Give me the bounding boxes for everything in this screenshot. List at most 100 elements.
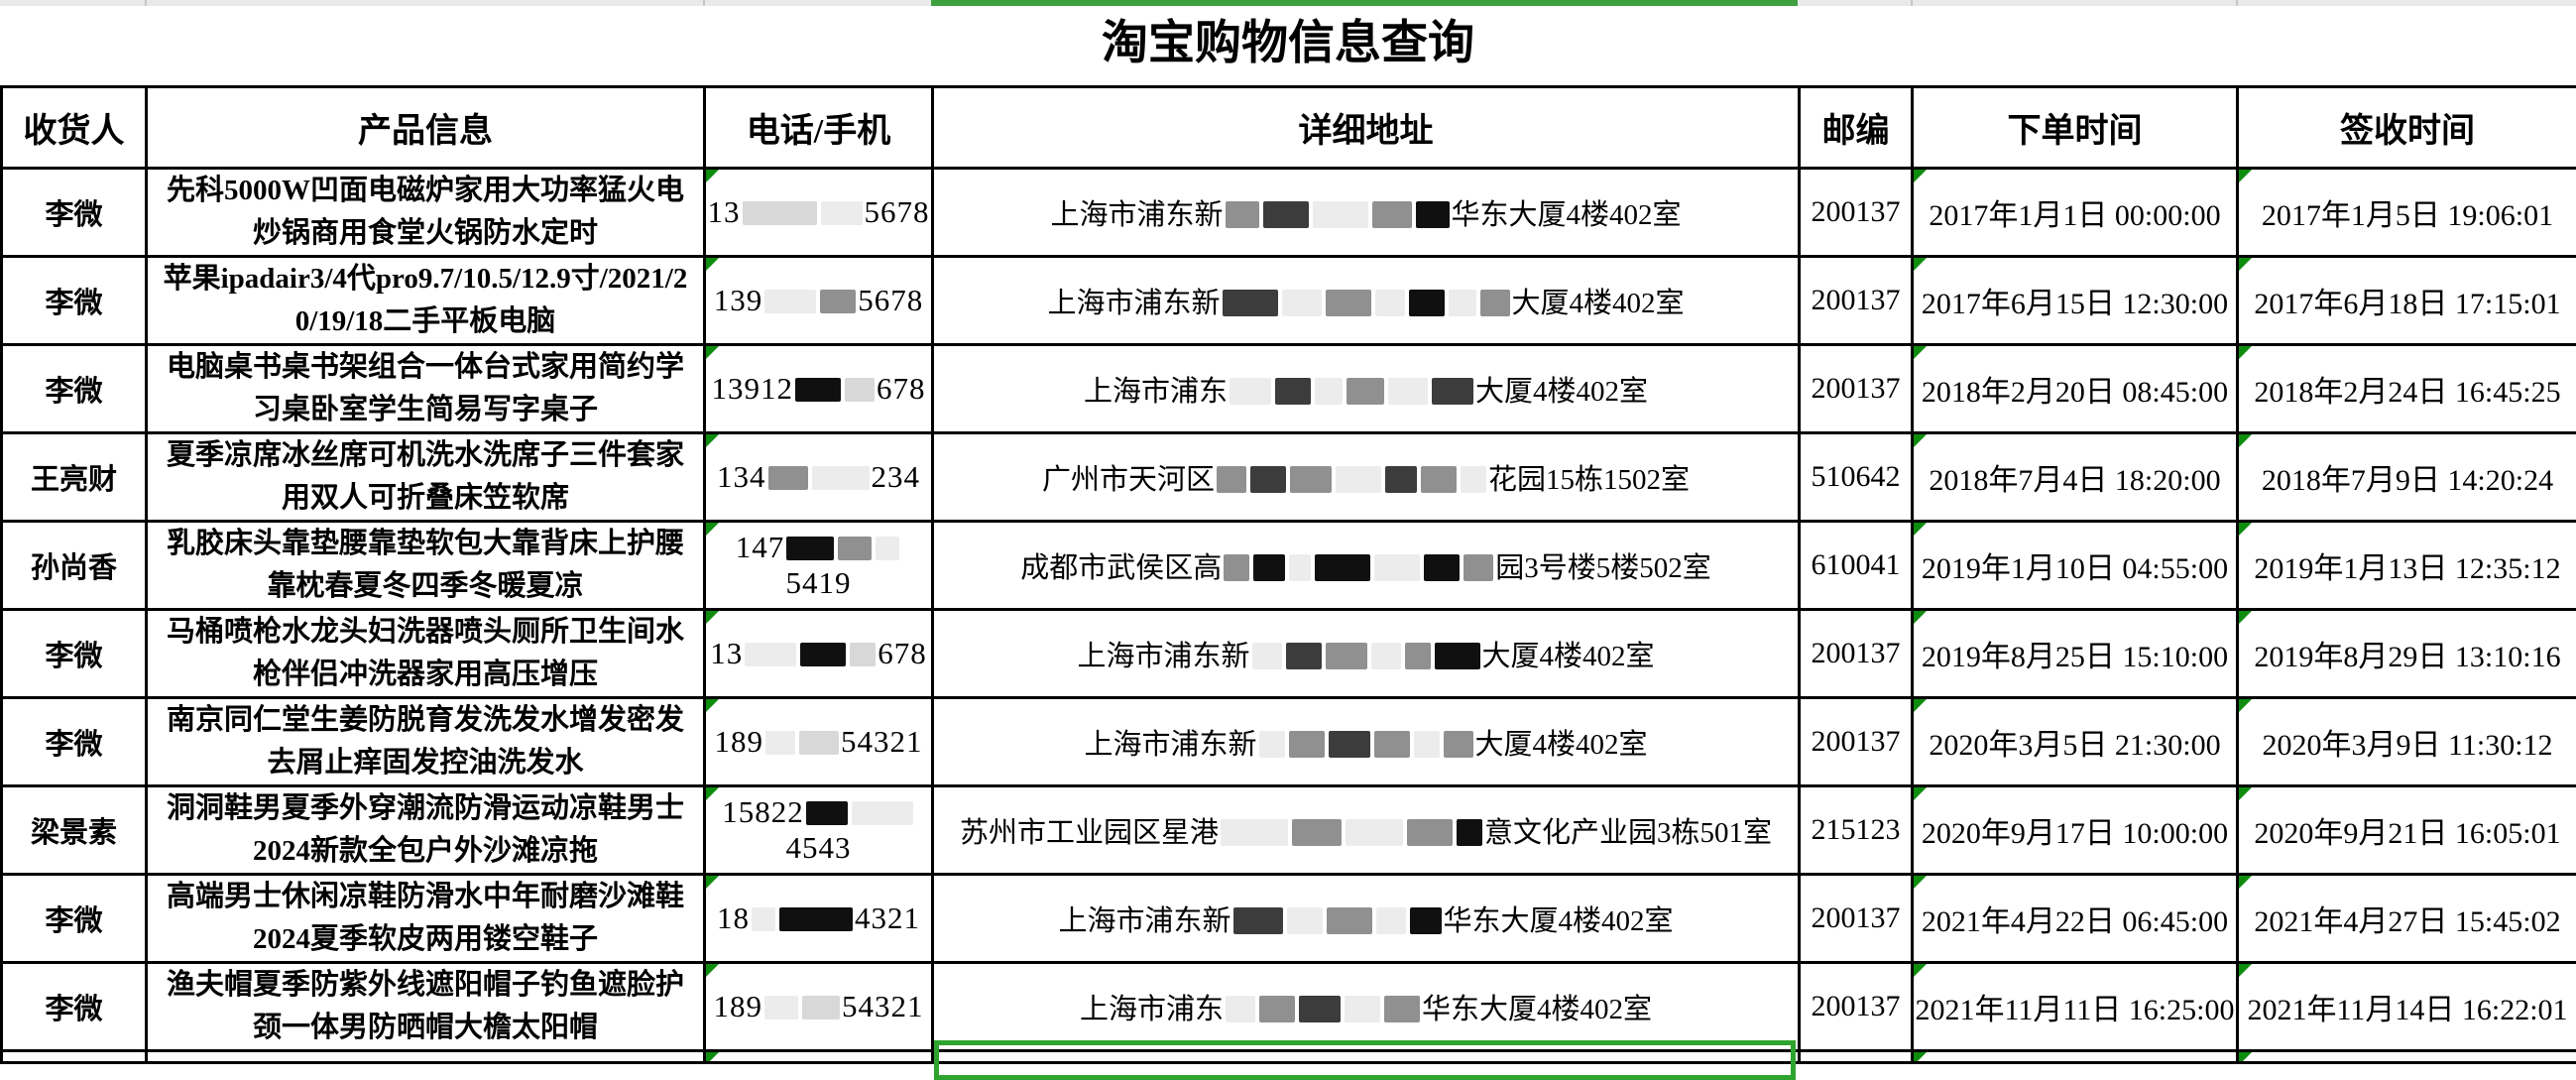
redaction-box	[768, 466, 808, 490]
postcode-cell[interactable]: 610041	[1800, 522, 1913, 610]
postcode-cell[interactable]: 200137	[1800, 257, 1913, 345]
sign-time-cell[interactable]: 2020年3月9日 11:30:12	[2238, 698, 2576, 786]
product-cell[interactable]: 乳胶床头靠垫腰靠垫软包大靠背床上护腰靠枕春夏冬四季冬暖夏凉	[147, 522, 705, 610]
sign-time-cell[interactable]: 2021年4月27日 15:45:02	[2238, 875, 2576, 963]
address-cell[interactable]: 成都市武侯区高园3号楼5楼502室	[933, 522, 1800, 610]
redaction-box	[1290, 466, 1332, 493]
address-cell[interactable]: 苏州市工业园区星港意文化产业园3栋501室	[933, 786, 1800, 875]
sign-time-cell[interactable]: 2017年6月18日 17:15:01	[2238, 257, 2576, 345]
redaction-box	[1289, 554, 1311, 581]
error-indicator-icon	[1914, 1052, 1927, 1063]
error-indicator-icon	[706, 523, 719, 536]
address-cell[interactable]: 上海市浦东新大厦4楼402室	[933, 257, 1800, 345]
order-time-cell[interactable]: 2017年1月1日 00:00:00	[1913, 169, 2238, 257]
column-header-phone[interactable]: 电话/手机	[705, 87, 933, 169]
consignee-cell[interactable]: 李微	[2, 875, 147, 963]
sign-time-cell[interactable]: 2017年1月5日 19:06:01	[2238, 169, 2576, 257]
consignee-cell[interactable]: 李微	[2, 257, 147, 345]
product-cell[interactable]: 电脑桌书桌书架组合一体台式家用简约学习桌卧室学生简易写字桌子	[147, 345, 705, 433]
sign-time-cell[interactable]: 2019年1月13日 12:35:12	[2238, 522, 2576, 610]
address-cell[interactable]: 上海市浦东大厦4楼402室	[933, 345, 1800, 433]
column-header-postcode[interactable]: 邮编	[1800, 87, 1913, 169]
order-time-cell[interactable]: 2019年1月10日 04:55:00	[1913, 522, 2238, 610]
column-header-order-time[interactable]: 下单时间	[1913, 87, 2238, 169]
postcode-cell[interactable]: 200137	[1800, 610, 1913, 698]
product-cell[interactable]: 南京同仁堂生姜防脱育发洗发水增发密发去屑止痒固发控油洗发水	[147, 698, 705, 786]
order-time-cell[interactable]: 2018年2月20日 08:45:00	[1913, 345, 2238, 433]
sign-time-cell[interactable]: 2019年8月29日 13:10:16	[2238, 610, 2576, 698]
order-time-cell[interactable]: 2020年3月5日 21:30:00	[1913, 698, 2238, 786]
error-indicator-icon	[1914, 434, 1927, 447]
error-indicator-icon	[1914, 876, 1927, 889]
error-indicator-icon	[1914, 787, 1927, 800]
order-time-cell[interactable]: 2020年9月17日 10:00:00	[1913, 786, 2238, 875]
consignee-cell[interactable]: 李微	[2, 698, 147, 786]
visible-text: 189	[714, 989, 763, 1023]
postcode-cell[interactable]: 510642	[1800, 433, 1913, 522]
order-time-cell[interactable]: 2021年4月22日 06:45:00	[1913, 875, 2238, 963]
error-indicator-icon	[706, 1052, 719, 1063]
address-cell[interactable]: 上海市浦东新大厦4楼402室	[933, 610, 1800, 698]
redaction-box	[802, 996, 840, 1020]
sign-time-cell[interactable]: 2018年2月24日 16:45:25	[2238, 345, 2576, 433]
column-header-consignee[interactable]: 收货人	[2, 87, 147, 169]
order-time-cell[interactable]: 2021年11月11日 16:25:00	[1913, 963, 2238, 1051]
consignee-cell[interactable]: 李微	[2, 169, 147, 257]
product-cell[interactable]: 夏季凉席冰丝席可机洗水洗席子三件套家用双人可折叠床笠软席	[147, 433, 705, 522]
postcode-cell[interactable]: 200137	[1800, 875, 1913, 963]
column-header-sign-time[interactable]: 签收时间	[2238, 87, 2576, 169]
phone-cell[interactable]: 158224543	[705, 786, 933, 875]
address-cell[interactable]: 上海市浦东新大厦4楼402室	[933, 698, 1800, 786]
error-indicator-icon	[2239, 346, 2252, 359]
visible-text: 13	[708, 194, 741, 229]
address-cell[interactable]: 上海市浦东华东大厦4楼402室	[933, 963, 1800, 1051]
product-cell[interactable]: 高端男士休闲凉鞋防滑水中年耐磨沙滩鞋2024夏季软皮两用镂空鞋子	[147, 875, 705, 963]
consignee-cell[interactable]: 李微	[2, 610, 147, 698]
consignee-cell[interactable]: 梁景素	[2, 786, 147, 875]
consignee-cell[interactable]: 孙尚香	[2, 522, 147, 610]
redaction-box	[1374, 731, 1410, 758]
column-header-address[interactable]: 详细地址	[933, 87, 1800, 169]
redaction-box	[806, 801, 848, 825]
order-time-cell[interactable]: 2017年6月15日 12:30:00	[1913, 257, 2238, 345]
redaction-box	[1432, 378, 1473, 405]
visible-text: 15822	[722, 794, 804, 829]
redaction-box	[1464, 554, 1493, 581]
column-header-product[interactable]: 产品信息	[147, 87, 705, 169]
visible-text: 园3号楼5楼502室	[1495, 552, 1711, 584]
consignee-cell[interactable]: 李微	[2, 963, 147, 1051]
postcode-cell[interactable]: 200137	[1800, 169, 1913, 257]
sign-time-cell[interactable]: 2018年7月9日 14:20:24	[2238, 433, 2576, 522]
redaction-box	[795, 378, 841, 402]
error-indicator-icon	[1914, 258, 1927, 271]
postcode-cell[interactable]: 200137	[1800, 963, 1913, 1051]
product-cell[interactable]: 洞洞鞋男夏季外穿潮流防滑运动凉鞋男士2024新款全包户外沙滩凉拖	[147, 786, 705, 875]
postcode-cell[interactable]: 200137	[1800, 698, 1913, 786]
redaction-box	[1315, 378, 1343, 405]
order-time-cell[interactable]: 2019年8月25日 15:10:00	[1913, 610, 2238, 698]
sign-time-cell[interactable]: 2021年11月14日 16:22:01	[2238, 963, 2576, 1051]
consignee-cell[interactable]: 李微	[2, 345, 147, 433]
postcode-cell[interactable]: 200137	[1800, 345, 1913, 433]
phone-cell[interactable]: 1475419	[705, 522, 933, 610]
table-header: 收货人产品信息电话/手机详细地址邮编下单时间签收时间	[2, 87, 2576, 169]
consignee-cell[interactable]: 王亮财	[2, 433, 147, 522]
product-cell[interactable]: 苹果ipadair3/4代pro9.7/10.5/12.9寸/2021/20/1…	[147, 257, 705, 345]
address-cell[interactable]: 上海市浦东新华东大厦4楼402室	[933, 169, 1800, 257]
product-cell[interactable]: 渔夫帽夏季防紫外线遮阳帽子钓鱼遮脸护颈一体男防晒帽大檐太阳帽	[147, 963, 705, 1051]
product-cell[interactable]: 马桶喷枪水龙头妇洗器喷头厕所卫生间水枪伴侣冲洗器家用高压增压	[147, 610, 705, 698]
sign-time-cell[interactable]: 2020年9月21日 16:05:01	[2238, 786, 2576, 875]
product-cell[interactable]: 先科5000W凹面电磁炉家用大功率猛火电炒锅商用食堂火锅防水定时	[147, 169, 705, 257]
address-cell[interactable]: 上海市浦东新华东大厦4楼402室	[933, 875, 1800, 963]
address-cell[interactable]: 广州市天河区花园15栋1502室	[933, 433, 1800, 522]
postcode-cell[interactable]: 215123	[1800, 786, 1913, 875]
order-time-cell[interactable]: 2018年7月4日 18:20:00	[1913, 433, 2238, 522]
